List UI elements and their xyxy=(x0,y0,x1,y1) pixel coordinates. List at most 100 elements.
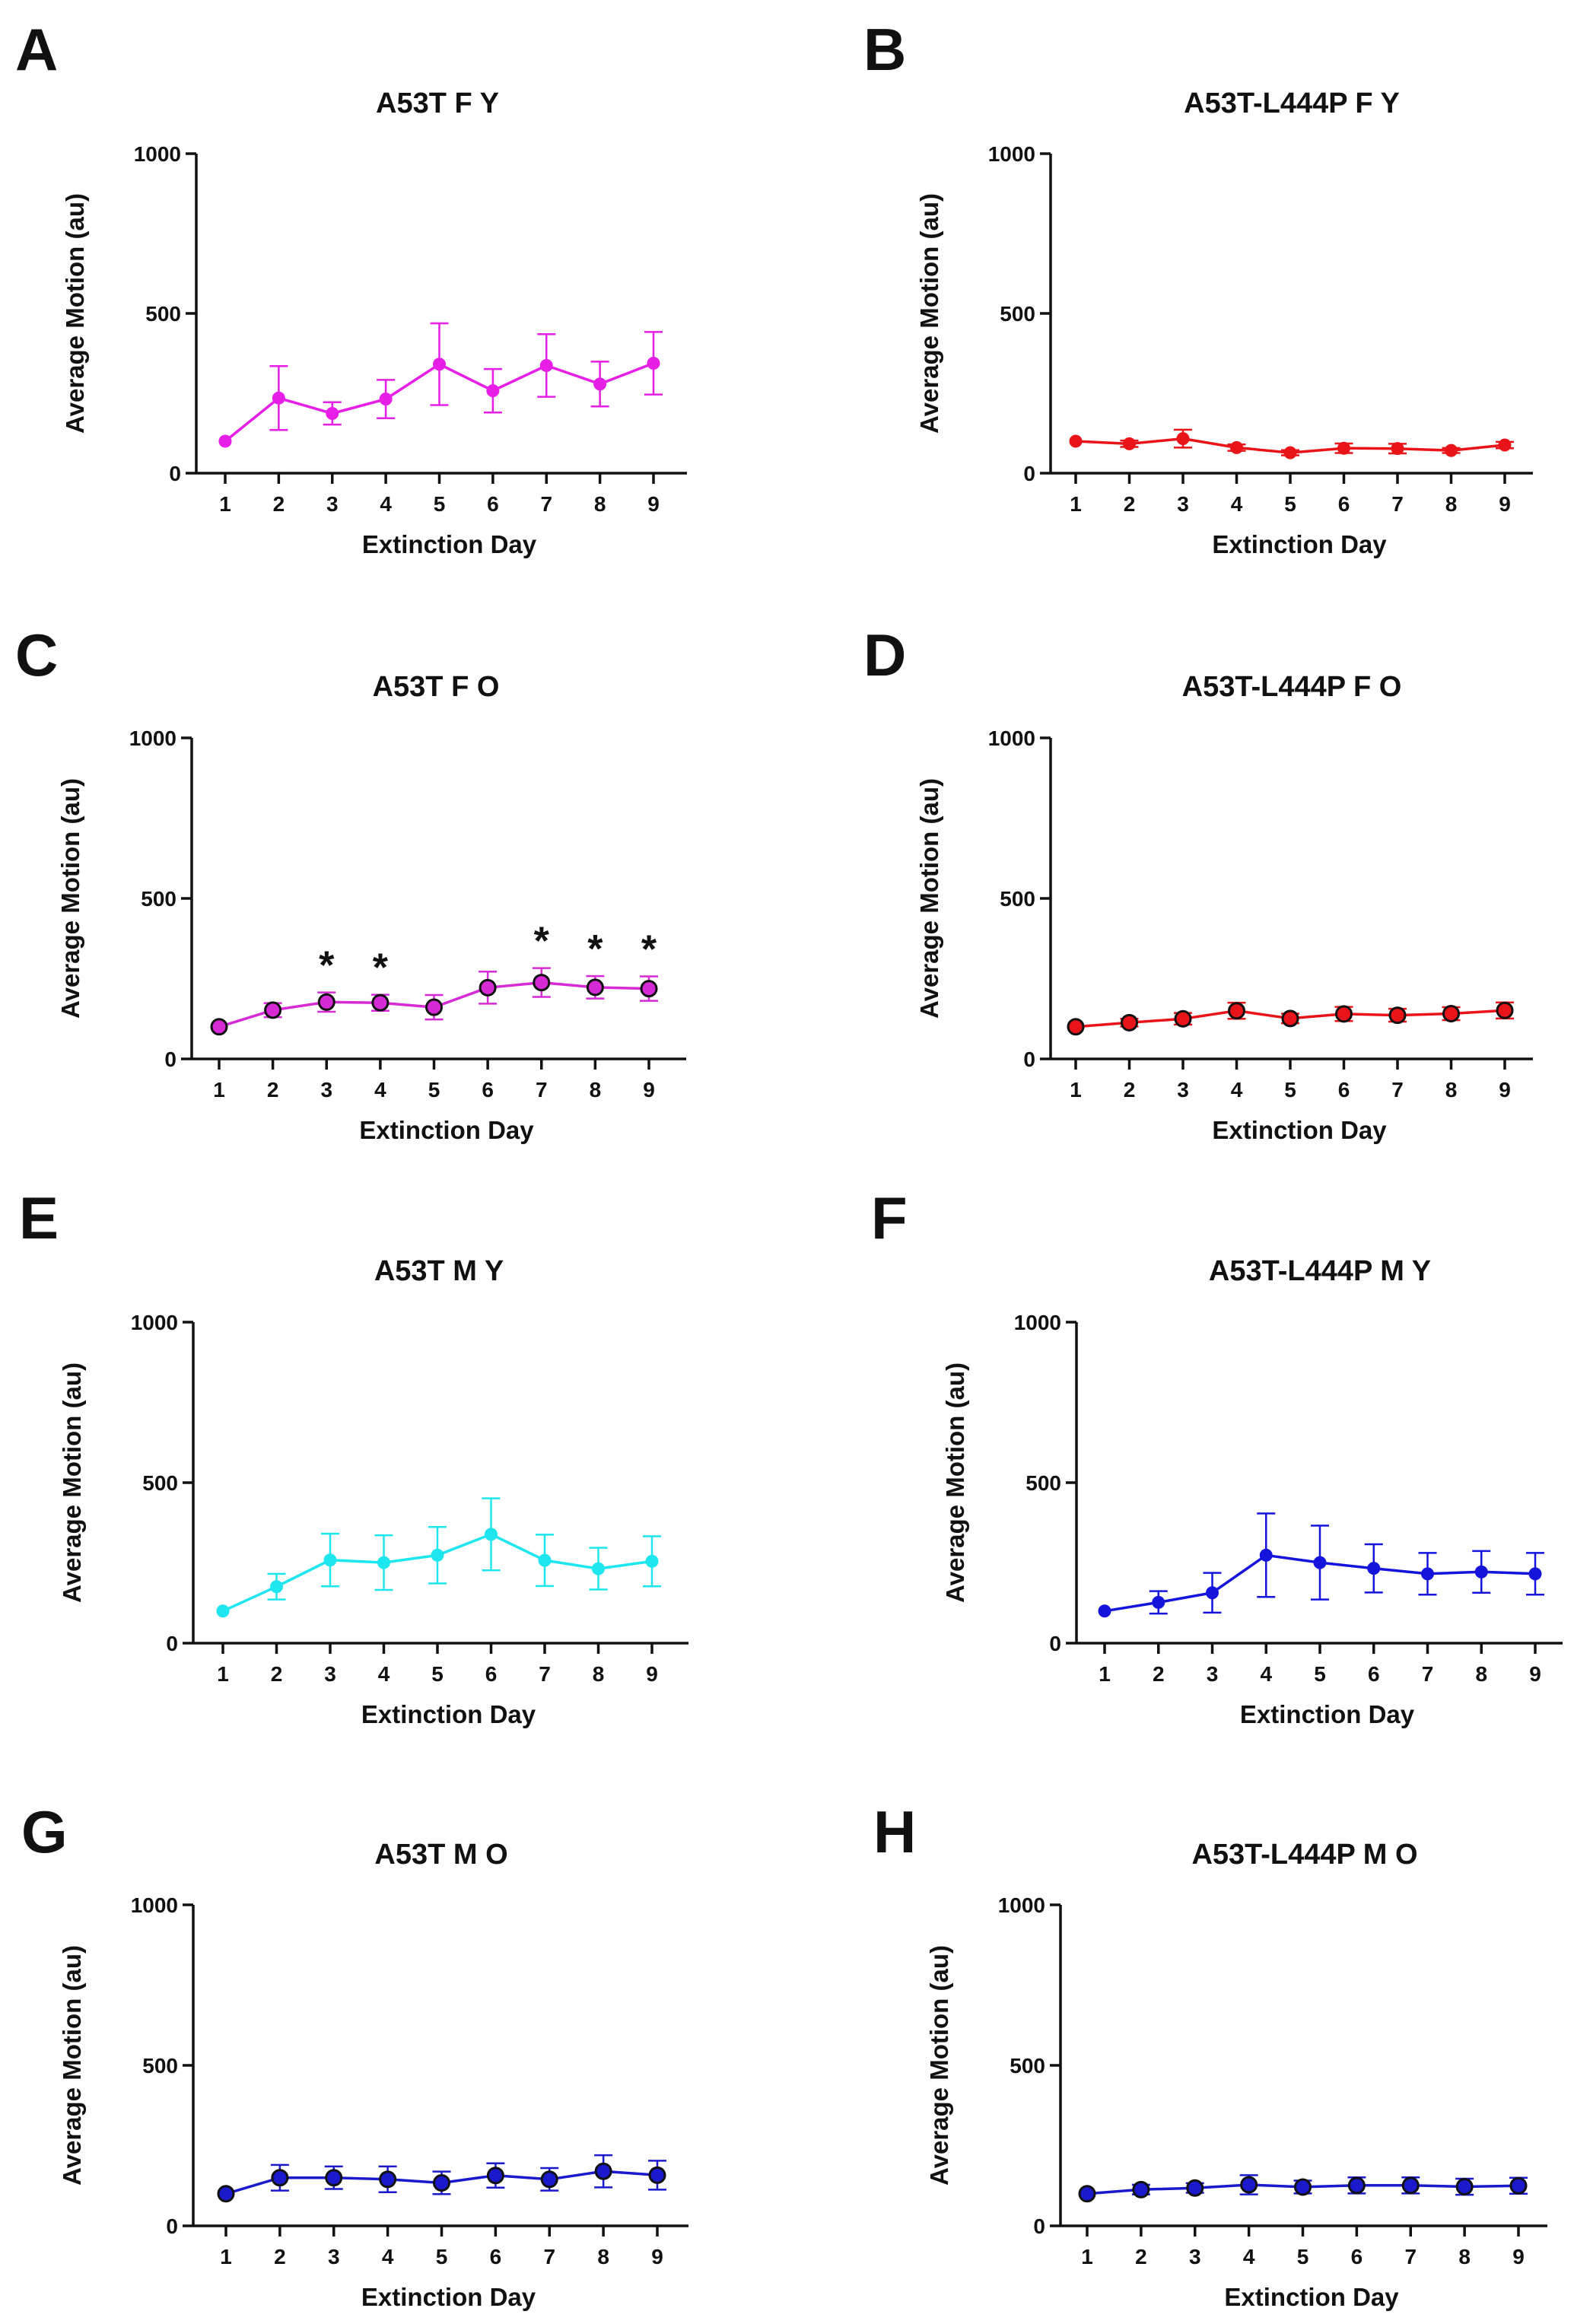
data-point xyxy=(325,2169,343,2187)
x-tick-label: 3 xyxy=(326,492,339,516)
data-point xyxy=(264,1001,282,1019)
x-axis-label: Extinction Day xyxy=(1224,2283,1399,2311)
x-tick-label: 6 xyxy=(1351,2245,1363,2268)
data-point xyxy=(1206,1586,1219,1600)
y-tick-label: 0 xyxy=(169,462,181,485)
x-tick-label: 3 xyxy=(1207,1662,1219,1686)
x-tick-label: 1 xyxy=(217,1662,229,1686)
x-tick-label: 1 xyxy=(219,492,231,516)
data-point xyxy=(1259,1548,1273,1562)
y-axis-label: Average Motion (au) xyxy=(56,778,84,1019)
data-point xyxy=(1335,1005,1353,1023)
data-point xyxy=(1347,2176,1366,2195)
y-axis-label: Average Motion (au) xyxy=(925,1945,953,2186)
data-point xyxy=(1174,1009,1192,1028)
y-tick-label: 0 xyxy=(166,2214,178,2238)
x-tick-label: 2 xyxy=(1153,1662,1165,1686)
y-tick-label: 500 xyxy=(142,1471,178,1495)
data-point xyxy=(1230,440,1243,454)
panel-letter: E xyxy=(19,1184,59,1251)
x-tick-label: 6 xyxy=(1338,1078,1350,1102)
chart-panel-a53t-l444p-m-o: H A53T-L444P M O 0 500 1000 1 2 3 4 5 6 7 8 9 Extincti… xyxy=(873,1798,1547,2311)
data-point xyxy=(1391,442,1404,456)
chart-panel-a53t-f-o: C A53T F O 0 500 1000 1 2 3 4 5 6 7 8 9 Extinction Day… xyxy=(15,622,686,1144)
data-point xyxy=(431,1548,444,1562)
data-point xyxy=(648,2166,666,2184)
x-tick-label: 8 xyxy=(1475,1662,1487,1686)
data-point xyxy=(1123,437,1136,450)
y-tick-label: 500 xyxy=(141,887,176,911)
y-tick-label: 0 xyxy=(1049,1632,1061,1655)
chart-panel-a53t-m-o: G A53T M O 0 500 1000 1 2 3 4 5 6 7 8 9 Extinction Day… xyxy=(21,1798,688,2311)
y-tick-label: 0 xyxy=(1033,2214,1045,2238)
y-tick-label: 0 xyxy=(164,1048,176,1071)
y-axis-label: Average Motion (au) xyxy=(61,193,89,434)
chart-title: A53T-L444P F Y xyxy=(1184,87,1400,119)
y-tick-label: 1000 xyxy=(131,1893,178,1917)
x-tick-label: 9 xyxy=(1499,1078,1511,1102)
data-point xyxy=(586,978,604,997)
chart-panel-a53t-l444p-f-o: D A53T-L444P F O 0 500 1000 1 2 3 4 5 6 7 8 9 Extincti… xyxy=(863,622,1533,1144)
x-tick-label: 5 xyxy=(434,492,446,516)
data-point xyxy=(379,2170,397,2189)
data-point xyxy=(1421,1567,1434,1581)
significance-asterisk: * xyxy=(587,927,603,971)
x-tick-label: 4 xyxy=(1231,492,1243,516)
x-tick-label: 7 xyxy=(536,1078,548,1102)
y-axis-label: Average Motion (au) xyxy=(915,778,943,1019)
x-tick-label: 1 xyxy=(1070,1078,1082,1102)
data-point xyxy=(593,377,607,391)
x-tick-label: 8 xyxy=(594,492,606,516)
y-tick-label: 1000 xyxy=(129,726,176,750)
x-tick-label: 1 xyxy=(220,2245,232,2268)
x-tick-label: 3 xyxy=(1189,2245,1201,2268)
x-tick-label: 1 xyxy=(213,1078,225,1102)
x-axis-label: Extinction Day xyxy=(361,2283,536,2311)
data-point xyxy=(1186,2179,1204,2197)
data-point xyxy=(645,1554,659,1568)
significance-asterisk: * xyxy=(641,928,657,972)
chart-title: A53T M O xyxy=(374,1839,507,1871)
panel-letter: F xyxy=(871,1184,908,1251)
x-tick-label: 8 xyxy=(1445,1078,1458,1102)
x-tick-label: 6 xyxy=(1338,492,1350,516)
data-point xyxy=(1528,1567,1542,1581)
data-point xyxy=(1474,1565,1488,1578)
chart-title: A53T F Y xyxy=(376,87,499,119)
data-point xyxy=(317,993,335,1011)
x-tick-label: 9 xyxy=(1499,492,1511,516)
x-tick-label: 7 xyxy=(1391,492,1404,516)
x-tick-label: 9 xyxy=(643,1078,655,1102)
y-tick-label: 0 xyxy=(1023,1048,1035,1071)
x-tick-label: 6 xyxy=(485,1662,498,1686)
y-axis-label: Average Motion (au) xyxy=(915,193,943,434)
y-tick-label: 1000 xyxy=(988,142,1035,166)
data-point xyxy=(326,406,339,420)
x-tick-label: 5 xyxy=(1284,492,1296,516)
data-point xyxy=(433,358,446,371)
data-point xyxy=(1498,438,1512,452)
x-tick-label: 3 xyxy=(328,2245,340,2268)
data-point xyxy=(1152,1595,1165,1609)
chart-panel-a53t-l444p-m-y: F A53T-L444P M Y 0 500 1000 1 2 3 4 5 6 7 8 9 Extincti… xyxy=(871,1184,1563,1728)
data-point xyxy=(270,1580,283,1594)
panel-letter: D xyxy=(863,622,906,688)
x-tick-label: 7 xyxy=(539,1662,551,1686)
data-point xyxy=(1078,2185,1096,2203)
x-tick-label: 5 xyxy=(1314,1662,1326,1686)
y-tick-label: 1000 xyxy=(134,142,181,166)
data-point xyxy=(1337,441,1350,455)
x-tick-label: 8 xyxy=(1445,492,1458,516)
data-point xyxy=(271,2169,289,2187)
y-tick-label: 500 xyxy=(1000,302,1035,326)
data-point xyxy=(1445,443,1458,457)
y-tick-label: 500 xyxy=(1025,1471,1061,1495)
x-tick-label: 8 xyxy=(1458,2245,1471,2268)
x-tick-label: 9 xyxy=(1512,2245,1525,2268)
x-tick-label: 6 xyxy=(1368,1662,1380,1686)
x-tick-label: 2 xyxy=(267,1078,279,1102)
y-tick-label: 1000 xyxy=(131,1311,178,1334)
x-tick-label: 5 xyxy=(428,1078,440,1102)
x-tick-label: 7 xyxy=(1404,2245,1417,2268)
data-point xyxy=(1176,432,1190,446)
